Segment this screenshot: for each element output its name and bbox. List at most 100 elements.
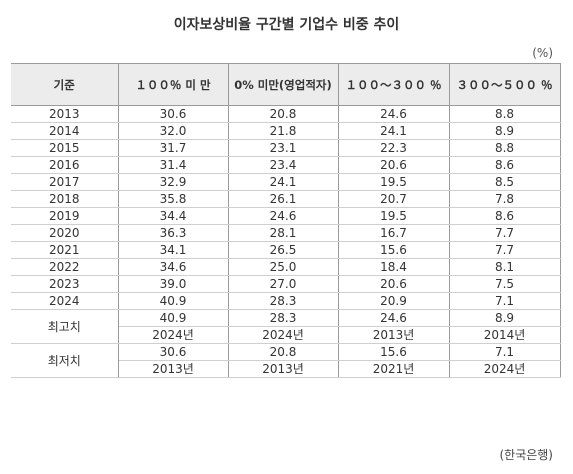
- cell: 2013년: [227, 360, 339, 378]
- cell: 25.0: [227, 258, 339, 276]
- cell: 2024년: [448, 360, 561, 378]
- table-row: 2017 32.9 24.1 19.5 8.5: [11, 173, 561, 191]
- cell: 2014: [11, 122, 119, 140]
- cell: 16.7: [337, 224, 450, 242]
- cell: 28.1: [227, 224, 339, 242]
- cell: 40.9: [117, 292, 229, 310]
- cell: 32.0: [117, 122, 229, 140]
- cell: 2016: [11, 156, 119, 174]
- table-row: 2019 34.4 24.6 19.5 8.6: [11, 207, 561, 225]
- cell: 2019: [11, 207, 119, 225]
- header-cell: ３００～５００ ％: [448, 63, 561, 106]
- cell: 30.6: [117, 343, 229, 361]
- cell: 2022: [11, 258, 119, 276]
- cell: 31.7: [117, 139, 229, 157]
- cell: 8.1: [448, 258, 561, 276]
- table-row: 2014 32.0 21.8 24.1 8.9: [11, 122, 561, 140]
- cell: 8.5: [448, 173, 561, 191]
- cell: 2013년: [117, 360, 229, 378]
- header-row: 기준 １００％ 미 만 0% 미만(영업적자) １００～３００ ％ ３００～５０…: [11, 63, 561, 106]
- cell: 2020: [11, 224, 119, 242]
- cell: 20.8: [227, 105, 339, 123]
- cell: 7.7: [448, 224, 561, 242]
- cell: 20.8: [227, 343, 339, 361]
- source-note: (한국은행): [499, 448, 553, 462]
- cell: 23.4: [227, 156, 339, 174]
- cell: 7.1: [448, 292, 561, 310]
- table-body: 2013 30.6 20.8 24.6 8.8 2014 32.0 21.8 24.1 8.9 …: [11, 105, 561, 378]
- cell: 26.1: [227, 190, 339, 208]
- cell: 2013년: [337, 326, 450, 344]
- cell: 23.1: [227, 139, 339, 157]
- table-row: 2016 31.4 23.4 20.6 8.6: [11, 156, 561, 174]
- cell: 7.1: [448, 343, 561, 361]
- summary-min-years-row: 2013년 2013년 2021년 2024년: [11, 360, 561, 378]
- cell: 2018: [11, 190, 119, 208]
- cell: 7.5: [448, 275, 561, 293]
- table-row: 2020 36.3 28.1 16.7 7.7: [11, 224, 561, 242]
- cell: 8.8: [448, 139, 561, 157]
- unit-label: (%): [532, 46, 553, 60]
- cell: 8.6: [448, 156, 561, 174]
- cell: 2024: [11, 292, 119, 310]
- cell: 2024년: [227, 326, 339, 344]
- table-row: 2023 39.0 27.0 20.6 7.5: [11, 275, 561, 293]
- cell: 20.9: [337, 292, 450, 310]
- table-row: 2015 31.7 23.1 22.3 8.8: [11, 139, 561, 157]
- cell: 34.1: [117, 241, 229, 259]
- cell: 24.6: [227, 207, 339, 225]
- summary-max-label: 최고치: [11, 309, 119, 344]
- cell: 15.6: [337, 343, 450, 361]
- cell: 2014년: [448, 326, 561, 344]
- table-row: 2018 35.8 26.1 20.7 7.8: [11, 190, 561, 208]
- cell: 40.9: [117, 309, 229, 327]
- cell: 28.3: [227, 309, 339, 327]
- cell: 18.4: [337, 258, 450, 276]
- cell: 24.6: [337, 309, 450, 327]
- cell: 2013: [11, 105, 119, 123]
- cell: 32.9: [117, 173, 229, 191]
- cell: 8.6: [448, 207, 561, 225]
- cell: 36.3: [117, 224, 229, 242]
- cell: 15.6: [337, 241, 450, 259]
- cell: 7.8: [448, 190, 561, 208]
- cell: 24.1: [337, 122, 450, 140]
- summary-max-values-row: 최고치 40.9 28.3 24.6 8.9: [11, 309, 561, 344]
- cell: 20.6: [337, 275, 450, 293]
- cell: 2015: [11, 139, 119, 157]
- header-cell: １００～３００ ％: [337, 63, 450, 106]
- cell: 24.1: [227, 173, 339, 191]
- header-cell: 기준: [11, 63, 119, 106]
- cell: 27.0: [227, 275, 339, 293]
- cell: 20.7: [337, 190, 450, 208]
- cell: 30.6: [117, 105, 229, 123]
- data-table: 기준 １００％ 미 만 0% 미만(영업적자) １００～３００ ％ ３００～５０…: [11, 63, 561, 378]
- cell: 19.5: [337, 207, 450, 225]
- summary-min-label: 최저치: [11, 343, 119, 378]
- cell: 34.6: [117, 258, 229, 276]
- table-row: 2024 40.9 28.3 20.9 7.1: [11, 292, 561, 310]
- summary-min-values-row: 최저치 30.6 20.8 15.6 7.1: [11, 343, 561, 378]
- cell: 34.4: [117, 207, 229, 225]
- header-cell: １００％ 미 만: [117, 63, 229, 106]
- cell: 8.9: [448, 122, 561, 140]
- cell: 8.9: [448, 309, 561, 327]
- cell: 2023: [11, 275, 119, 293]
- header-cell: 0% 미만(영업적자): [227, 63, 339, 106]
- cell: 2021: [11, 241, 119, 259]
- cell: 35.8: [117, 190, 229, 208]
- table-row: 2013 30.6 20.8 24.6 8.8: [11, 105, 561, 123]
- table-title: 이자보상비율 구간별 기업수 비중 추이: [173, 17, 400, 33]
- cell: 24.6: [337, 105, 450, 123]
- cell: 21.8: [227, 122, 339, 140]
- cell: 22.3: [337, 139, 450, 157]
- cell: 8.8: [448, 105, 561, 123]
- cell: 2024년: [117, 326, 229, 344]
- cell: 39.0: [117, 275, 229, 293]
- cell: 26.5: [227, 241, 339, 259]
- cell: 19.5: [337, 173, 450, 191]
- table-row: 2021 34.1 26.5 15.6 7.7: [11, 241, 561, 259]
- cell: 7.7: [448, 241, 561, 259]
- cell: 20.6: [337, 156, 450, 174]
- cell: 28.3: [227, 292, 339, 310]
